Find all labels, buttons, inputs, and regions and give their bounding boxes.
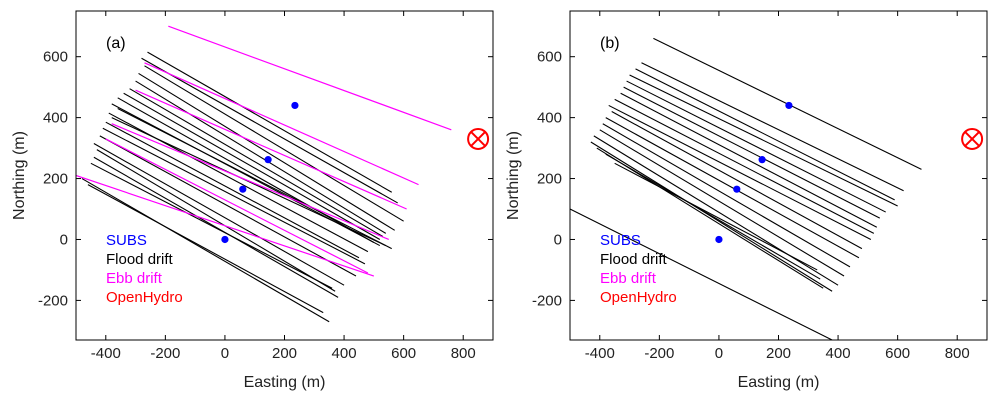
y-axis-label: Northing (m) — [505, 131, 522, 220]
y-axis-label: Northing (m) — [11, 131, 28, 220]
flood-drift-track — [93, 143, 345, 286]
legend-flood: Flood drift — [106, 251, 174, 268]
flood-drift-track — [599, 129, 845, 277]
x-tick-label: 800 — [451, 345, 476, 362]
flood-drift-track — [608, 104, 872, 240]
subs-point — [785, 101, 793, 110]
flood-drift-track — [590, 141, 833, 292]
panel-b: -400 -200 0 200 400 600 800 -200 0 200 400 600 Easti… — [505, 10, 988, 391]
flood-drift-track — [135, 80, 387, 234]
flood-drift-track — [635, 68, 895, 201]
subs-point — [758, 156, 766, 164]
y-tick-label: -200 — [532, 292, 562, 309]
subs-point — [239, 185, 247, 193]
ebb-drift-track — [76, 174, 375, 277]
flood-drift-track — [629, 74, 898, 207]
flood-drift-track — [81, 178, 330, 323]
legend-ebb: Ebb drift — [600, 270, 657, 287]
x-tick-label: -200 — [150, 345, 180, 362]
flood-drift-track — [623, 86, 881, 219]
legend-openhydro: OpenHydro — [600, 289, 677, 306]
x-tick-label: 0 — [221, 345, 229, 362]
x-tick-label: 600 — [885, 345, 910, 362]
flood-drift-track — [144, 65, 404, 222]
y-tick-label: -200 — [38, 292, 68, 309]
legend-subs: SUBS — [106, 232, 147, 249]
x-tick-label: 0 — [715, 345, 723, 362]
subs-point — [291, 101, 299, 110]
x-axis-label: Easting (m) — [244, 374, 326, 391]
y-tick-label: 200 — [43, 171, 68, 188]
plot-area — [76, 25, 452, 323]
subs-point — [733, 185, 741, 193]
flood-drift-track — [147, 51, 393, 193]
flood-drift-track — [570, 208, 833, 340]
openhydro-marker — [467, 127, 490, 150]
flood-drift-track — [129, 88, 384, 237]
ebb-drift-track — [135, 89, 407, 210]
flood-drift-track — [93, 156, 339, 298]
flood-drift-track — [602, 123, 851, 268]
subs-point — [715, 235, 723, 244]
flood-drift-track — [614, 162, 818, 271]
flood-drift-track — [620, 92, 878, 228]
x-tick-label: 800 — [945, 345, 970, 362]
ebb-drift-track — [144, 62, 419, 186]
flood-drift-track — [605, 117, 860, 259]
y-tick-label: 400 — [43, 110, 68, 127]
x-tick-label: -400 — [91, 345, 121, 362]
panel-a: -400 -200 0 200 400 600 800 -200 0 200 400 600 Easti… — [11, 10, 494, 391]
ebb-drift-track — [168, 25, 452, 131]
ebb-drift-track — [105, 138, 369, 274]
flood-drift-track — [605, 153, 821, 280]
x-tick-label: 600 — [391, 345, 416, 362]
y-tick-label: 0 — [554, 231, 562, 248]
flood-drift-track — [105, 121, 360, 259]
flood-drift-track — [611, 111, 863, 250]
y-tick-label: 200 — [537, 171, 562, 188]
y-tick-label: 0 — [60, 231, 68, 248]
x-axis-label: Easting (m) — [738, 374, 820, 391]
x-tick-label: 400 — [332, 345, 357, 362]
x-tick-label: 200 — [272, 345, 297, 362]
y-tick-label: 600 — [43, 49, 68, 66]
flood-drift-track — [138, 72, 395, 231]
y-tick-label: 400 — [537, 110, 562, 127]
legend-openhydro: OpenHydro — [106, 289, 183, 306]
flood-drift-track — [99, 135, 357, 277]
panel-label: (b) — [600, 35, 620, 52]
flood-drift-track — [87, 184, 324, 314]
plot-area — [570, 37, 922, 340]
flood-drift-track — [593, 135, 839, 286]
flood-drift-track — [614, 98, 875, 234]
flood-drift-track — [117, 107, 392, 250]
panel-label: (a) — [106, 35, 126, 52]
flood-drift-track — [102, 127, 366, 265]
flood-drift-track — [90, 162, 333, 289]
flood-drift-track — [141, 57, 398, 204]
subs-point — [221, 235, 229, 244]
subs-point — [264, 156, 272, 164]
x-tick-label: 200 — [766, 345, 791, 362]
openhydro-marker — [961, 127, 984, 150]
x-tick-label: 400 — [826, 345, 851, 362]
flood-drift-track — [123, 92, 381, 240]
flood-drift-track — [96, 149, 336, 292]
legend-subs: SUBS — [600, 232, 641, 249]
x-tick-label: -400 — [585, 345, 615, 362]
legend-ebb: Ebb drift — [106, 270, 163, 287]
flood-drift-track — [117, 97, 375, 243]
ebb-drift-track — [111, 123, 389, 241]
flood-drift-track — [641, 62, 904, 192]
y-tick-label: 600 — [537, 49, 562, 66]
legend-flood: Flood drift — [600, 251, 668, 268]
x-tick-label: -200 — [644, 345, 674, 362]
flood-drift-track — [626, 80, 886, 213]
